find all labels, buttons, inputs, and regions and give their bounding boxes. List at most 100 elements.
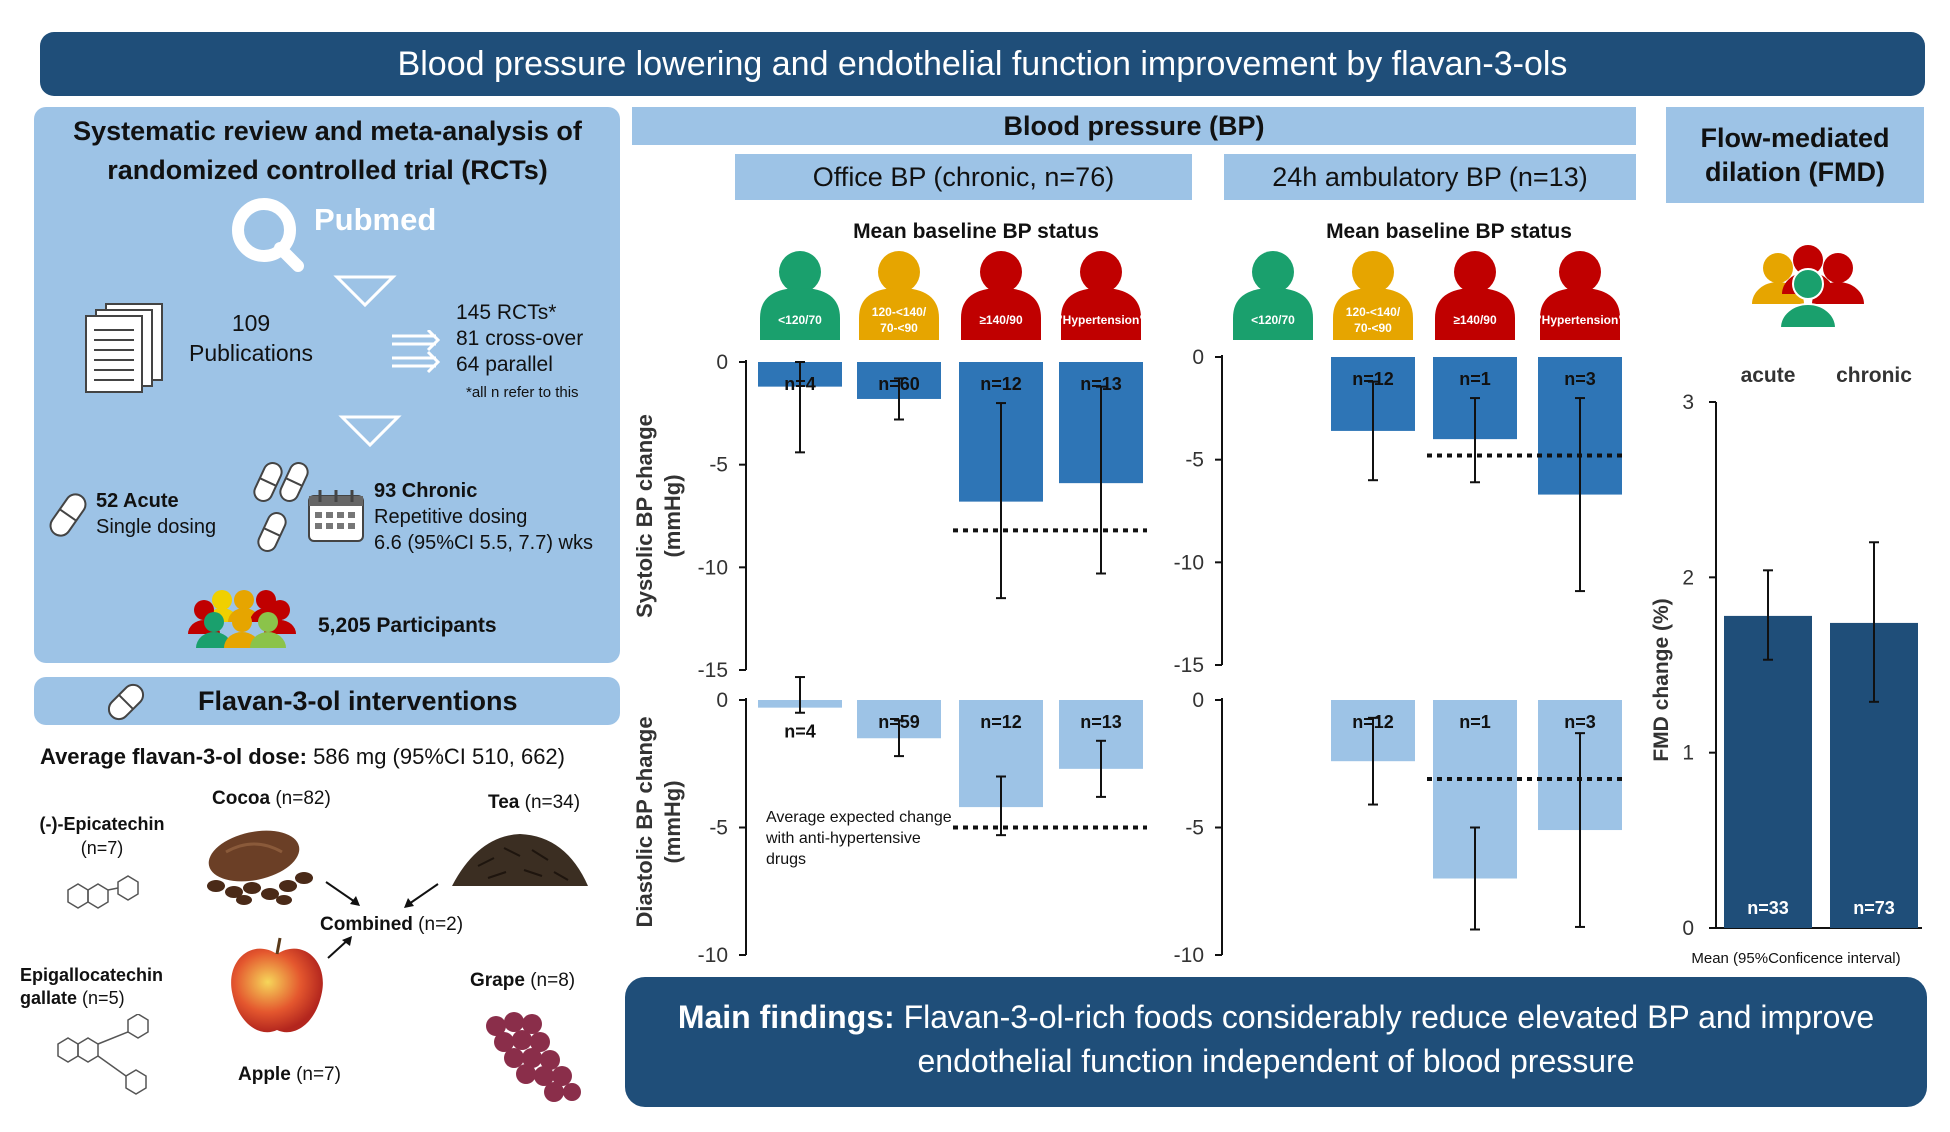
bp-status-label: Mean baseline BP status	[1326, 220, 1572, 243]
participants-icon	[1752, 245, 1864, 329]
fmd-n-label: n=73	[1853, 898, 1895, 918]
combined-label: Combined (n=2)	[320, 914, 463, 936]
person-head-icon	[1252, 251, 1294, 293]
person-body-icon	[760, 288, 840, 340]
person-body-icon	[961, 288, 1041, 340]
review-heading: Systematic review and meta-analysis of r…	[40, 112, 615, 190]
category-label: <120/70	[1251, 313, 1295, 327]
epicatechin-label: (-)-Epicatechin (n=7)	[22, 812, 182, 860]
page-title: Blood pressure lowering and endothelial …	[397, 45, 1568, 83]
review-heading-line1: Systematic review and meta-analysis of	[73, 116, 582, 146]
egcg-label: Epigallocatechin gallate (n=5)	[20, 964, 192, 1010]
category-label: ≥140/90	[1453, 313, 1497, 327]
search-icon	[232, 198, 304, 272]
person-body-icon	[1333, 288, 1413, 340]
person-head-icon	[980, 251, 1022, 293]
fmd-ylabel: FMD change (%)	[1650, 598, 1673, 761]
pill-icon	[49, 493, 87, 537]
chronic-sub2: 6.6 (95%CI 5.5, 7.7) wks	[374, 532, 593, 554]
acute-block: 52 Acute Single dosing	[96, 488, 216, 540]
fmd-heading-line1: Flow-mediated	[1700, 123, 1890, 153]
y-tick-label: -10	[698, 556, 728, 579]
person-body-icon	[1061, 288, 1141, 340]
n-label: n=3	[1564, 369, 1596, 389]
arrow-down-icon	[338, 415, 402, 448]
y-tick-label: -15	[1174, 654, 1204, 677]
acute-sub: Single dosing	[96, 516, 217, 538]
chronic-sub1: Repetitive dosing	[374, 506, 528, 528]
y-tick-label: -10	[1174, 551, 1204, 574]
arrow-down-icon	[333, 275, 397, 308]
person-body-icon	[1540, 288, 1620, 340]
publications-block: 109 Publications	[176, 308, 326, 368]
findings-label: Main findings:	[677, 999, 895, 1035]
dose-line: Average flavan-3-ol dose: 586 mg (95%CI …	[40, 744, 565, 770]
arrow-icon	[327, 936, 352, 959]
apple-name: Apple	[238, 1064, 291, 1085]
n-label: n=60	[878, 374, 920, 394]
publications-label: Publications	[188, 340, 314, 366]
dose-value: 586 mg (95%CI 510, 662)	[313, 744, 565, 769]
fmd-bar	[1724, 615, 1812, 928]
arrow-icon	[325, 881, 360, 906]
diastolic-ylabel: Diastolic BP change	[632, 716, 657, 927]
apple-n: (n=7)	[296, 1064, 341, 1085]
person-head-icon	[1080, 251, 1122, 293]
apple-label: Apple (n=7)	[238, 1064, 341, 1086]
documents-icon	[85, 303, 163, 393]
apple-image	[231, 937, 323, 1033]
y-tick-label: -15	[698, 659, 728, 682]
annotation-line: drugs	[766, 851, 806, 868]
person-head-icon	[1454, 251, 1496, 293]
diastolic-ylabel-unit: (mmHg)	[660, 780, 685, 863]
fmd-n-label: n=33	[1747, 898, 1789, 918]
ambulatory-bp-title: 24h ambulatory BP (n=13)	[1224, 154, 1636, 200]
findings-banner: Main findings: Flavan-3-ol-rich foods co…	[625, 977, 1927, 1107]
n-label: n=3	[1564, 712, 1596, 732]
calendar-icon	[308, 490, 364, 542]
n-label: n=12	[980, 374, 1022, 394]
fmd-y-tick-label: 2	[1682, 566, 1694, 589]
dose-label: Average flavan-3-ol dose:	[40, 744, 307, 769]
n-label: n=59	[878, 712, 920, 732]
cocoa-name: Cocoa	[212, 788, 271, 809]
publications-count: 109	[231, 310, 271, 336]
participants-label: 5,205 Participants	[318, 614, 497, 637]
n-label: n=13	[1080, 712, 1122, 732]
fmd-y-tick-label: 3	[1682, 391, 1694, 414]
acute-title: 52 Acute	[96, 490, 179, 512]
person-body-icon	[1435, 288, 1515, 340]
fmd-heading-line2: dilation (FMD)	[1705, 157, 1885, 187]
grape-name: Grape	[470, 970, 525, 991]
n-label: n=4	[784, 374, 816, 394]
fmd-y-tick-label: 1	[1682, 742, 1694, 765]
epicatechin-name: (-)-Epicatechin	[39, 814, 165, 834]
annotation-line: with anti-hypertensive	[765, 830, 921, 847]
grape-label: Grape (n=8)	[470, 970, 575, 992]
n-label: n=4	[784, 722, 816, 742]
combined-n: (n=2)	[418, 914, 464, 935]
n-label: n=12	[1352, 712, 1394, 732]
title-banner: Blood pressure lowering and endothelial …	[40, 32, 1925, 96]
person-head-icon	[779, 251, 821, 293]
egcg-n: (n=5)	[82, 988, 125, 1008]
y-tick-label: -10	[1174, 944, 1204, 967]
person-head-icon	[1352, 251, 1394, 293]
n-label: n=1	[1459, 369, 1491, 389]
n-label: n=12	[1352, 369, 1394, 389]
n-label: n=1	[1459, 712, 1491, 732]
findings-text1: Flavan-3-ol-rich foods considerably redu…	[894, 999, 1875, 1035]
category-label: "Hypertension"	[1536, 313, 1624, 327]
rct-footnote: *all n refer to this	[466, 384, 579, 401]
cocoa-n: (n=82)	[275, 788, 331, 809]
category-label: 70-<90	[880, 321, 918, 335]
pills-icon	[253, 462, 309, 552]
epicatechin-n: (n=7)	[80, 838, 124, 858]
person-head-icon	[878, 251, 920, 293]
bp-heading: Blood pressure (BP)	[632, 107, 1636, 145]
chronic-title: 93 Chronic	[374, 480, 478, 502]
fmd-heading: Flow-mediated dilation (FMD)	[1666, 107, 1924, 203]
grape-n: (n=8)	[530, 970, 576, 991]
arrow-icon	[404, 883, 439, 908]
